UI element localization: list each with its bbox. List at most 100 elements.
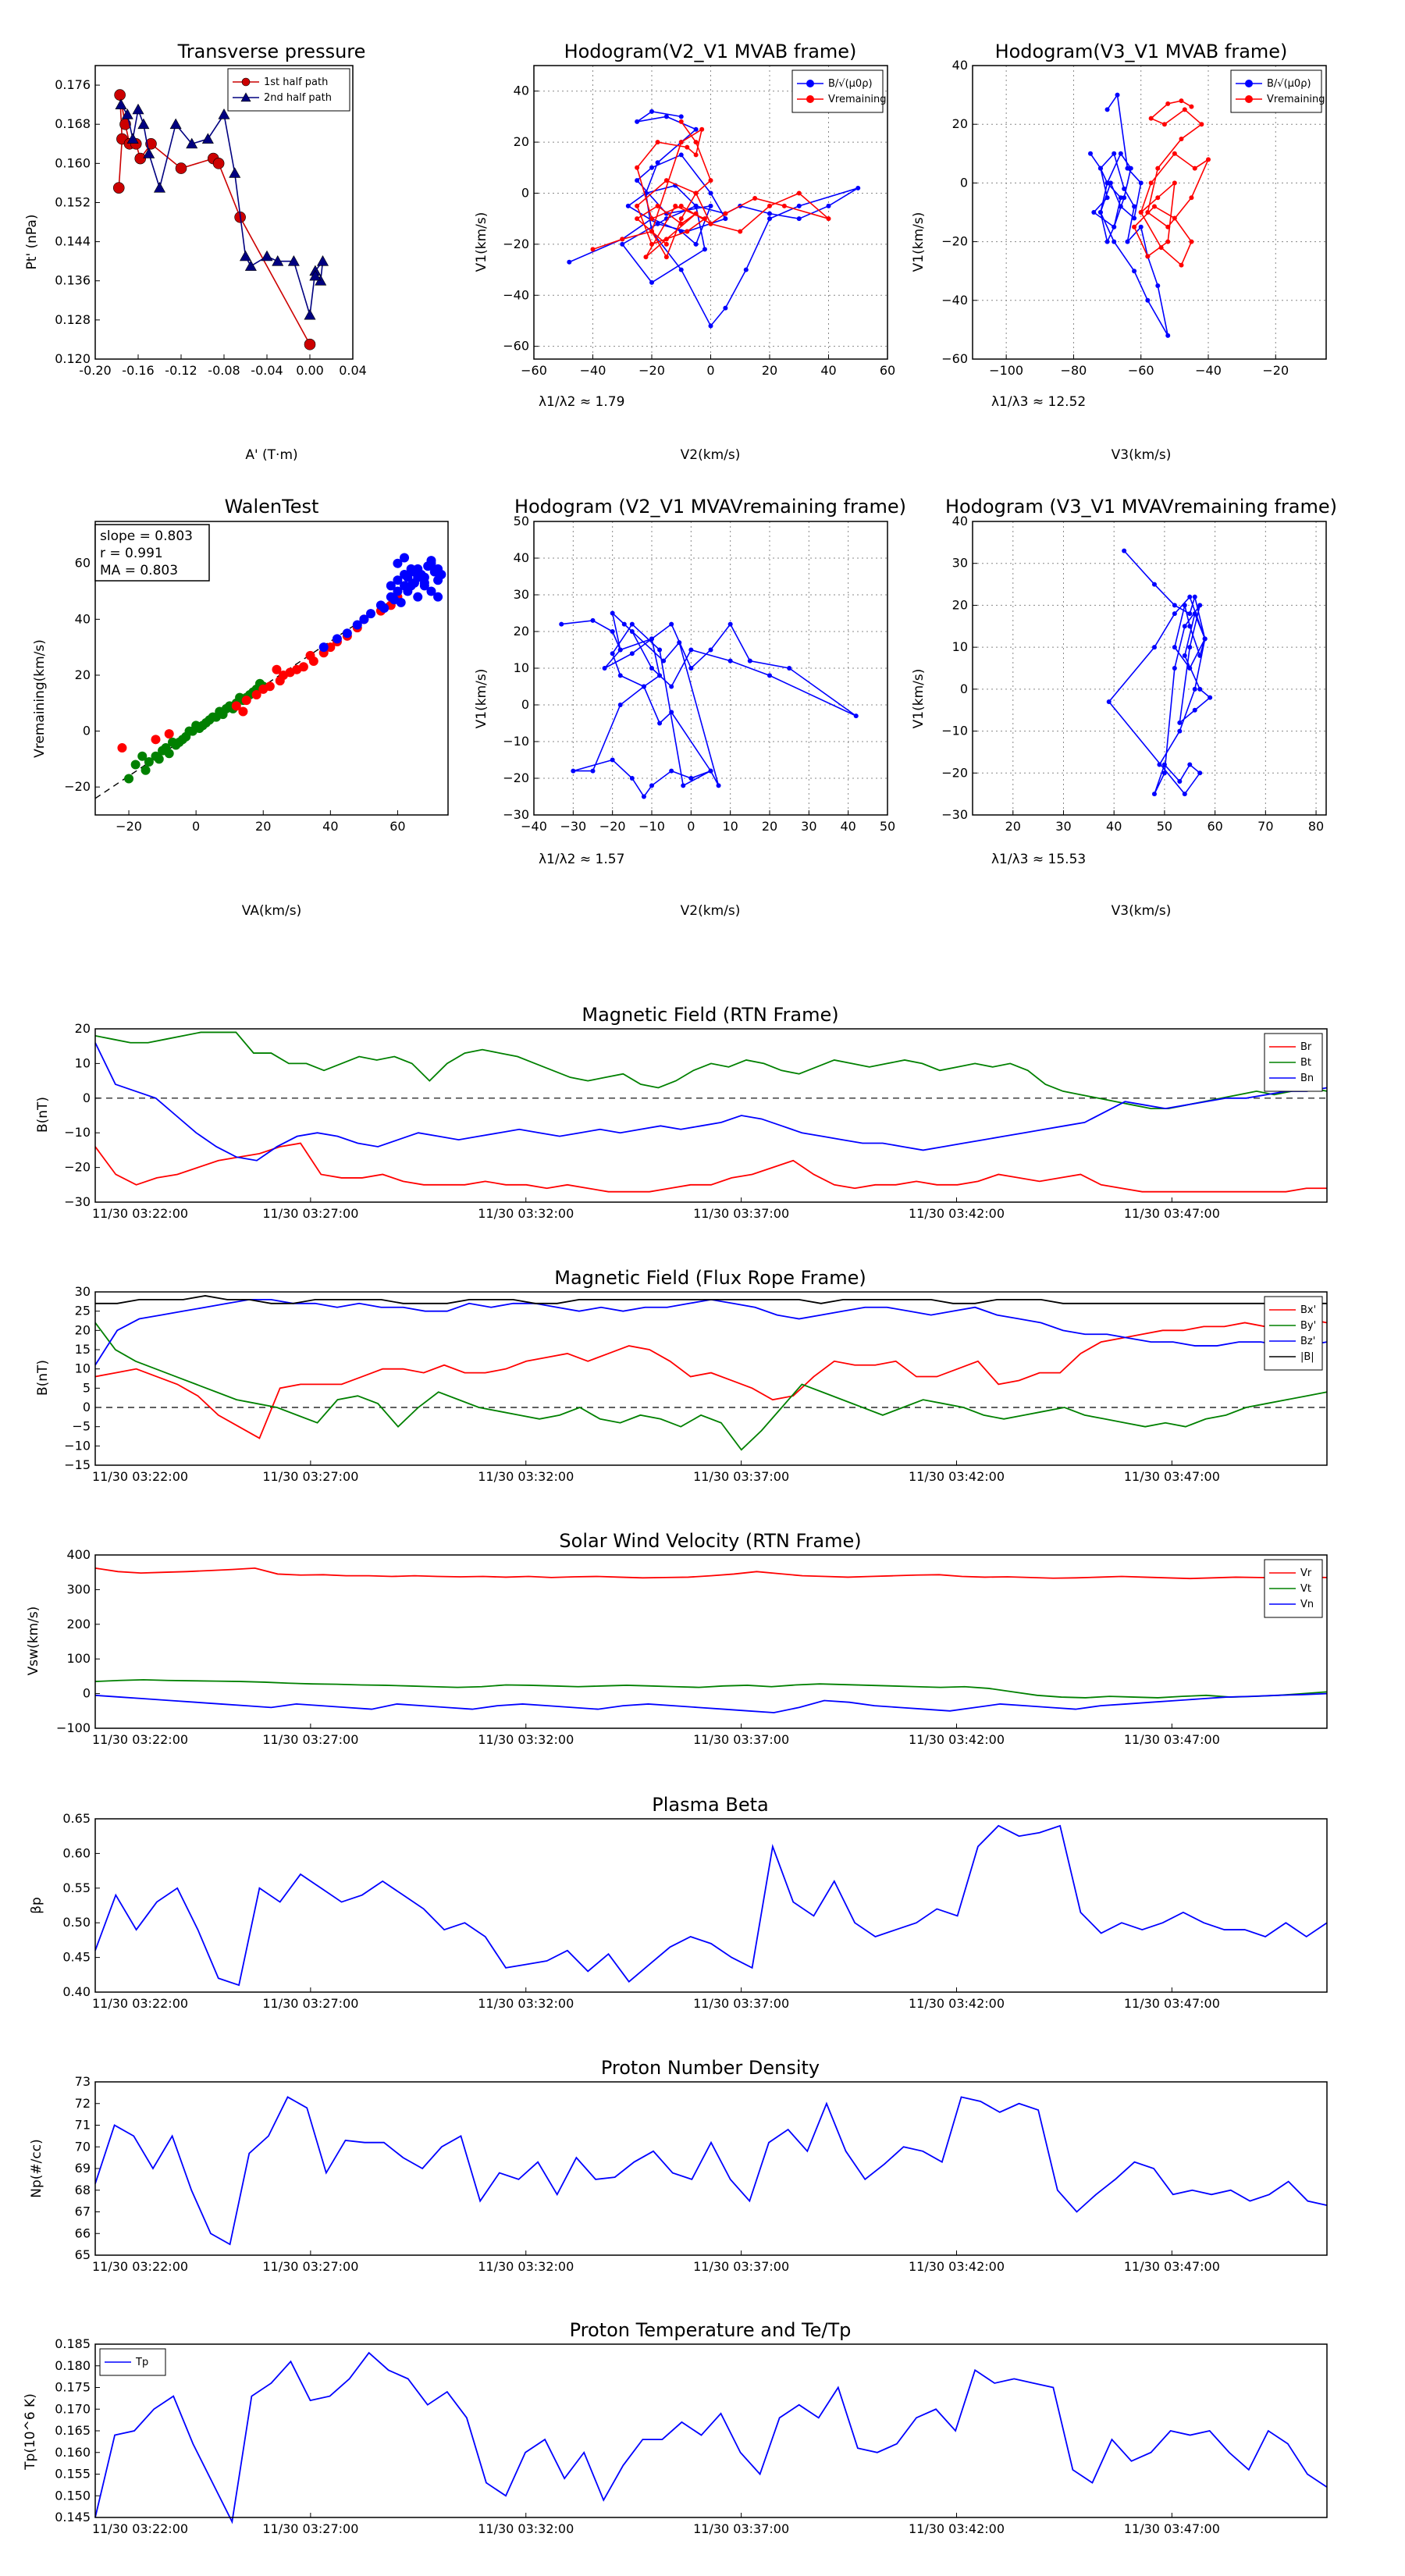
time-tick-label-bfr: 11/30 03:22:00 xyxy=(92,1469,188,1484)
legend-label-vsw: Vn xyxy=(1300,1599,1314,1610)
data-point-h13-0 xyxy=(1104,195,1110,201)
tick-label-hr12: 40 xyxy=(840,819,855,834)
ylabel-transverse-pressure: Pt' (nPa) xyxy=(24,215,40,270)
data-point-walen-green xyxy=(124,774,134,784)
data-point-walen-green xyxy=(130,760,140,770)
tick-label-hr13: −20 xyxy=(941,765,968,780)
plot-frame-tpp xyxy=(94,2343,1328,2518)
data-point-walen-red xyxy=(272,664,282,674)
tick-label-h12: 40 xyxy=(820,363,836,378)
data-point-walen-blue xyxy=(342,628,352,639)
tick-label-tp: 0.128 xyxy=(55,312,91,327)
data-point-hr12-0 xyxy=(559,621,564,627)
data-point-hr12-0 xyxy=(727,658,733,664)
tick-label-vsw: 100 xyxy=(66,1651,91,1666)
data-point-h12-0 xyxy=(655,221,660,226)
data-point-hr12-0 xyxy=(590,617,596,623)
tick-label-hr12: 50 xyxy=(880,819,895,834)
data-point-h12-0 xyxy=(678,267,684,272)
tick-label-hr13: 50 xyxy=(1157,819,1172,834)
data-point-h12-0 xyxy=(693,126,699,132)
data-point-hr13-0 xyxy=(1161,762,1167,767)
tick-label-hr13: −10 xyxy=(941,724,968,738)
ylabel-hodogram-v2v1-mvav: V1(km/s) xyxy=(474,669,489,729)
data-point-walen-green xyxy=(137,751,148,761)
data-point-walen-green xyxy=(221,703,231,713)
plot-frame-bfr xyxy=(94,1291,1328,1466)
data-point-tp-1 xyxy=(121,109,133,119)
data-point-h13-0 xyxy=(1104,180,1110,186)
data-point-h12-0 xyxy=(708,190,713,196)
data-point-walen-blue xyxy=(352,620,362,630)
data-point-h13-0 xyxy=(1165,333,1171,338)
ylabel-magnetic-field-rtn: B(nT) xyxy=(35,1097,51,1133)
data-point-hr12-0 xyxy=(708,768,713,774)
data-point-h13-1 xyxy=(1179,137,1184,141)
tick-label-hr12: 40 xyxy=(514,550,529,565)
data-point-hr13-0 xyxy=(1172,666,1177,671)
data-point-walen-blue xyxy=(413,592,423,602)
data-point-walen-red xyxy=(241,696,251,706)
title-solar-wind-velocity: Solar Wind Velocity (RTN Frame) xyxy=(559,1530,861,1552)
data-point-hr13-0 xyxy=(1187,645,1193,650)
time-tick-label-bfr: 11/30 03:37:00 xyxy=(693,1469,789,1484)
data-point-hr13-0 xyxy=(1197,603,1203,608)
data-point-h12-0 xyxy=(702,247,707,252)
title-hodogram-v2v1-mvav: Hodogram (V2_V1 MVAVremaining frame) xyxy=(514,496,906,518)
legend-label-bfr: Bx' xyxy=(1300,1304,1316,1316)
data-point-h13-1 xyxy=(1138,210,1144,215)
tick-label-vsw: 400 xyxy=(66,1547,91,1562)
tick-label-h13: −40 xyxy=(1195,363,1222,378)
data-point-h13-1 xyxy=(1192,165,1197,171)
data-point-tp-1 xyxy=(316,255,329,266)
tick-label-tp: 0.176 xyxy=(55,77,91,92)
data-point-hr12-0 xyxy=(621,621,627,627)
data-point-h13-1 xyxy=(1165,224,1171,229)
data-point-tp-1 xyxy=(304,308,316,320)
data-point-walen-blue xyxy=(416,570,426,580)
data-point-h12-1 xyxy=(663,237,669,242)
tick-label-h13: −60 xyxy=(1128,363,1154,378)
series-line-hr13-0 xyxy=(1108,550,1211,795)
tick-label-walen: 0 xyxy=(192,819,200,834)
time-tick-label-brtn: 11/30 03:42:00 xyxy=(909,1206,1005,1221)
data-point-h13-1 xyxy=(1172,151,1177,156)
data-point-walen-green xyxy=(161,743,171,753)
data-point-h12-1 xyxy=(673,203,678,208)
data-point-h13-0 xyxy=(1112,239,1117,244)
ylabel-hodogram-v2v1-mvab: V1(km/s) xyxy=(474,212,489,272)
tick-label-hr12: −30 xyxy=(503,807,529,822)
data-point-walen-blue xyxy=(400,570,410,580)
data-point-h13-0 xyxy=(1091,210,1097,215)
data-point-hr13-0 xyxy=(1187,624,1193,629)
tick-label-bfr: 10 xyxy=(75,1361,91,1376)
data-point-h13-0 xyxy=(1145,297,1151,303)
data-point-walen-blue xyxy=(393,575,403,585)
series-line-brtn-1 xyxy=(94,1031,1328,1110)
tick-label-tp: -0.08 xyxy=(208,363,240,378)
data-point-h13-0 xyxy=(1132,215,1137,221)
tick-label-walen: 60 xyxy=(389,819,405,834)
time-tick-label-beta: 11/30 03:37:00 xyxy=(693,1996,789,2011)
data-point-hr13-0 xyxy=(1151,582,1157,587)
tick-label-hr12: 10 xyxy=(514,660,529,675)
tick-label-hr13: 70 xyxy=(1257,819,1273,834)
data-point-tp-1 xyxy=(287,255,300,266)
data-point-h12-0 xyxy=(663,114,669,119)
data-point-walen-blue xyxy=(433,592,443,602)
title-hodogram-v3v1-mvav: Hodogram (V3_V1 MVAVremaining frame) xyxy=(945,496,1337,518)
data-point-hr12-0 xyxy=(661,658,667,664)
title-hodogram-v2v1-mvab: Hodogram(V2_V1 MVAB frame) xyxy=(564,41,857,62)
series-line-tp-0 xyxy=(118,94,311,345)
data-point-tp-0 xyxy=(114,89,126,101)
data-point-h12-0 xyxy=(708,323,713,329)
ylabel-walen-test: Vremaining(km/s) xyxy=(32,639,48,758)
time-tick-label-brtn: 11/30 03:27:00 xyxy=(262,1206,358,1221)
data-point-tp-1 xyxy=(169,118,182,130)
data-point-hr12-0 xyxy=(747,658,752,664)
data-point-hr13-0 xyxy=(1182,792,1187,797)
tick-label-tpp: 0.155 xyxy=(55,2467,91,2482)
tick-label-bfr: −15 xyxy=(64,1457,91,1472)
tick-label-vsw: 200 xyxy=(66,1617,91,1631)
